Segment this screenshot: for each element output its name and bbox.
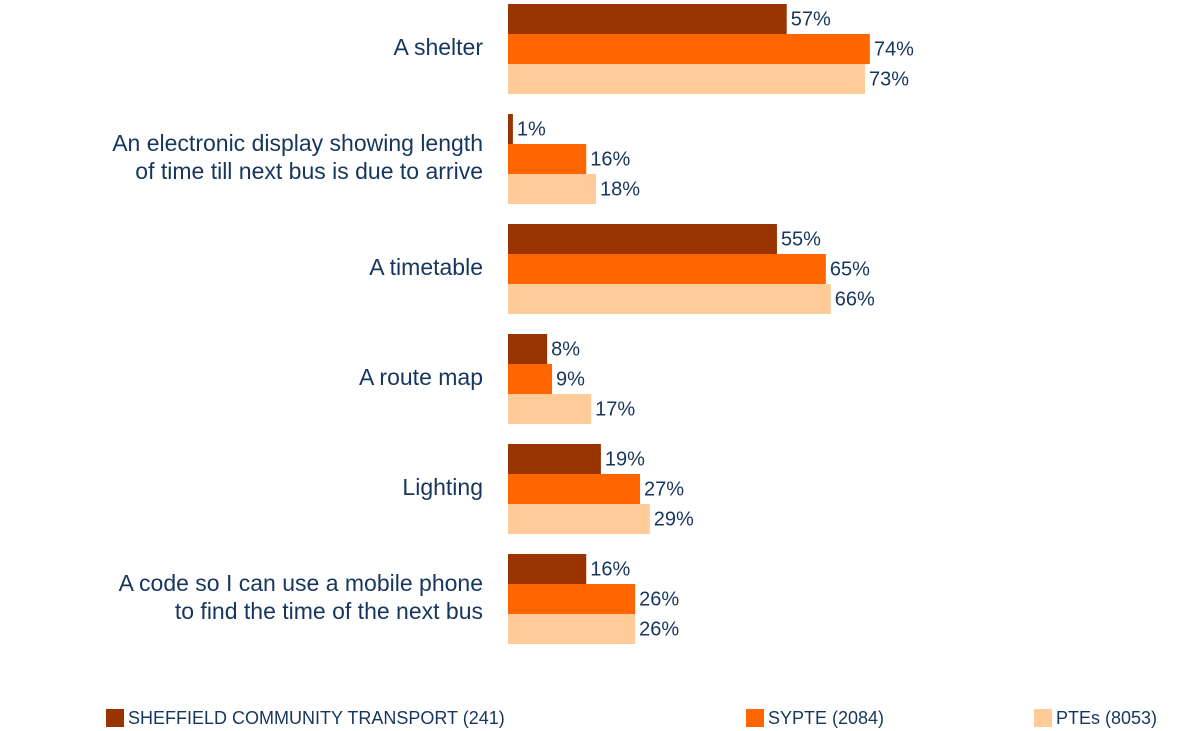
value-label: 27%	[644, 478, 684, 500]
value-label: 26%	[639, 588, 679, 610]
bar	[508, 34, 870, 64]
category-label: An electronic display showing length of t…	[112, 130, 483, 184]
value-label: 29%	[654, 508, 694, 530]
value-label: 17%	[595, 398, 635, 420]
legend-swatch	[1034, 709, 1052, 727]
bar	[508, 394, 592, 424]
category-label: A route map	[359, 364, 483, 390]
value-label: 73%	[869, 68, 909, 90]
category-label: A timetable	[369, 254, 483, 280]
value-label: 18%	[600, 178, 640, 200]
value-label: 16%	[590, 558, 630, 580]
legend-label: PTEs (8053)	[1056, 708, 1157, 728]
value-label: 8%	[551, 338, 580, 360]
value-label: 9%	[556, 368, 585, 390]
legend-label: SYPTE (2084)	[768, 708, 884, 728]
category-label: Lighting	[402, 474, 483, 500]
bar	[508, 364, 553, 394]
bar	[508, 474, 641, 504]
bar	[508, 614, 636, 644]
bar	[508, 4, 787, 34]
legend-swatch	[746, 709, 764, 727]
bar	[508, 504, 650, 534]
value-label: 74%	[874, 38, 914, 60]
category-label: A code so I can use a mobile phone to fin…	[119, 570, 483, 624]
bar	[508, 64, 865, 94]
legend-label: SHEFFIELD COMMUNITY TRANSPORT (241)	[128, 708, 505, 728]
bar	[508, 444, 601, 474]
bar	[508, 554, 587, 584]
category-label: A shelter	[394, 34, 484, 60]
bar	[508, 254, 826, 284]
value-label: 1%	[517, 118, 546, 140]
value-label: 65%	[830, 258, 870, 280]
value-label: 16%	[590, 148, 630, 170]
value-label: 66%	[835, 288, 875, 310]
bar	[508, 224, 777, 254]
value-label: 19%	[605, 448, 645, 470]
bar	[508, 144, 587, 174]
value-label: 55%	[781, 228, 821, 250]
bar	[508, 114, 513, 144]
bar	[508, 284, 831, 314]
bar	[508, 174, 597, 204]
value-label: 57%	[791, 8, 831, 30]
value-label: 26%	[639, 618, 679, 640]
legend-swatch	[106, 709, 124, 727]
bar	[508, 584, 636, 614]
bar	[508, 334, 548, 364]
